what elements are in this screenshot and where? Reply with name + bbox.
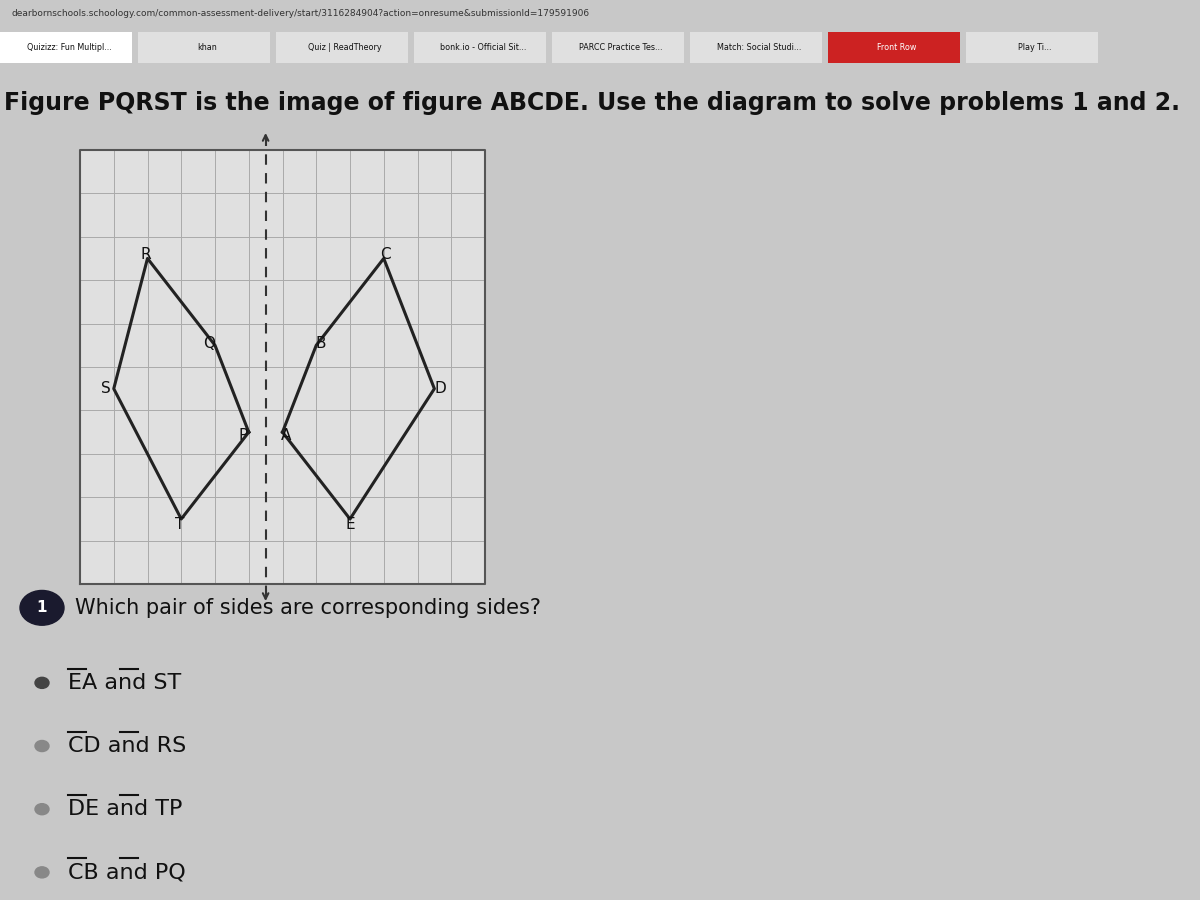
Circle shape — [35, 804, 49, 814]
Text: D: D — [434, 382, 446, 396]
Text: C: C — [380, 247, 391, 262]
FancyBboxPatch shape — [0, 32, 132, 63]
Circle shape — [20, 590, 64, 625]
Text: Play Ti...: Play Ti... — [1019, 42, 1051, 51]
Text: Front Row: Front Row — [877, 42, 917, 51]
FancyBboxPatch shape — [690, 32, 822, 63]
Text: dearbornschools.schoology.com/common-assessment-delivery/start/3116284904?action: dearbornschools.schoology.com/common-ass… — [12, 10, 590, 19]
Text: Q: Q — [203, 336, 215, 351]
FancyBboxPatch shape — [414, 32, 546, 63]
Bar — [80, 150, 485, 584]
Text: EA and ST: EA and ST — [68, 673, 181, 693]
Circle shape — [35, 867, 49, 877]
Text: P: P — [238, 428, 247, 443]
Text: S: S — [102, 382, 112, 396]
FancyBboxPatch shape — [828, 32, 960, 63]
Text: R: R — [140, 247, 151, 262]
Text: A: A — [281, 428, 292, 443]
Text: CB and PQ: CB and PQ — [68, 862, 186, 882]
Text: E: E — [346, 517, 355, 532]
Text: khan: khan — [197, 42, 217, 51]
Text: Figure PQRST is the image of figure ABCDE. Use the diagram to solve problems 1 a: Figure PQRST is the image of figure ABCD… — [4, 91, 1180, 114]
Circle shape — [35, 741, 49, 751]
Text: DE and TP: DE and TP — [68, 799, 182, 819]
Text: 1: 1 — [37, 600, 47, 616]
FancyBboxPatch shape — [552, 32, 684, 63]
Text: T: T — [175, 517, 185, 532]
FancyBboxPatch shape — [276, 32, 408, 63]
FancyBboxPatch shape — [966, 32, 1098, 63]
FancyBboxPatch shape — [138, 32, 270, 63]
Text: Quizizz: Fun Multipl...: Quizizz: Fun Multipl... — [26, 42, 112, 51]
Circle shape — [35, 678, 49, 688]
Text: CD and RS: CD and RS — [68, 736, 186, 756]
Text: B: B — [316, 336, 325, 351]
Text: Quiz | ReadTheory: Quiz | ReadTheory — [308, 42, 382, 51]
Text: PARCC Practice Tes...: PARCC Practice Tes... — [580, 42, 662, 51]
Text: bonk.io - Official Sit...: bonk.io - Official Sit... — [440, 42, 526, 51]
Text: Which pair of sides are corresponding sides?: Which pair of sides are corresponding si… — [74, 598, 541, 617]
Text: Match: Social Studi...: Match: Social Studi... — [716, 42, 802, 51]
